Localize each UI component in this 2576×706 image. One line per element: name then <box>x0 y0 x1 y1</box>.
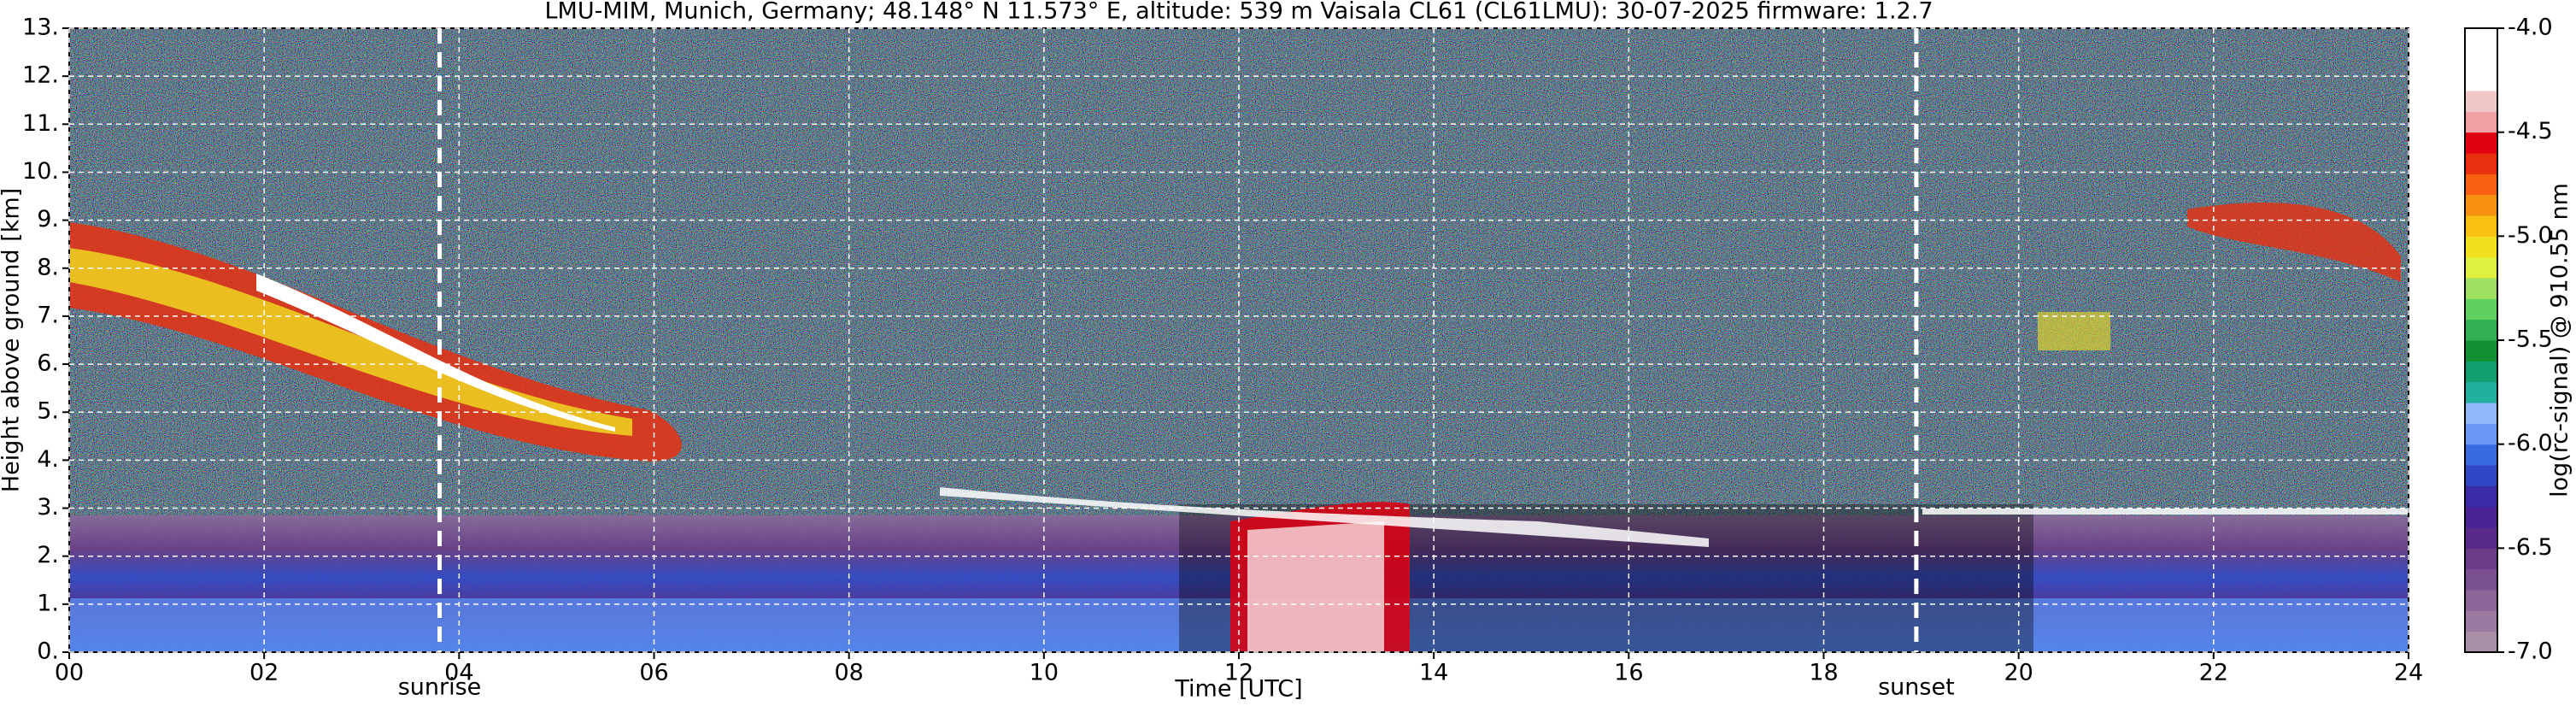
y-tick-label: 12. <box>22 62 59 89</box>
colorbar-band <box>2465 319 2497 341</box>
y-axis-label: Height above ground [km] <box>0 188 25 492</box>
x-tick-label: 18 <box>1809 660 1838 686</box>
colorbar-band <box>2465 444 2497 466</box>
colorbar-band <box>2465 340 2497 362</box>
y-tick-label: 8. <box>37 254 59 280</box>
colorbar-band <box>2465 28 2497 50</box>
colorbar-band <box>2465 278 2497 299</box>
colorbar-band <box>2465 527 2497 549</box>
colorbar-band <box>2465 111 2497 133</box>
colorbar-band <box>2465 485 2497 508</box>
x-tick-label: 22 <box>2199 660 2228 686</box>
colorbar-band <box>2465 403 2497 424</box>
colorbar-tick-label: -4.5 <box>2508 118 2553 144</box>
colorbar-tick-label: -4.0 <box>2508 15 2553 41</box>
colorbar-band <box>2465 132 2497 154</box>
colorbar-band <box>2465 256 2497 279</box>
colorbar-band <box>2465 153 2497 174</box>
y-tick-label: 7. <box>37 302 59 328</box>
x-tick-label: 14 <box>1419 660 1448 686</box>
x-tick-label: 08 <box>834 660 863 686</box>
y-tick-label: 3. <box>37 494 59 521</box>
y-tick-label: 5. <box>37 398 59 425</box>
colorbar-band <box>2465 590 2497 611</box>
colorbar-band <box>2465 548 2497 570</box>
chart-title: LMU-MIM, Munich, Germany; 48.148° N 11.5… <box>544 0 1933 25</box>
y-tick-label: 11. <box>22 110 59 137</box>
colorbar-band <box>2465 236 2497 258</box>
x-tick-label: 12 <box>1224 660 1253 686</box>
colorbar-band <box>2465 91 2497 112</box>
y-tick-label: 1. <box>37 590 59 616</box>
colorbar-tick-label: -6.0 <box>2508 430 2553 456</box>
colorbar-band <box>2465 174 2497 196</box>
x-tick-label: 06 <box>639 660 668 686</box>
y-tick-label: 0. <box>37 638 59 665</box>
colorbar-band <box>2465 361 2497 383</box>
x-tick-label: 10 <box>1030 660 1059 686</box>
colorbar-band <box>2465 69 2497 91</box>
x-tick-label: 00 <box>55 660 84 686</box>
colorbar-band <box>2465 631 2497 653</box>
colorbar-tick-label: -5.5 <box>2508 327 2553 353</box>
x-tick-label: 20 <box>2004 660 2033 686</box>
colorbar-band <box>2465 194 2497 216</box>
x-tick-label: 24 <box>2394 660 2423 686</box>
marker-label: sunrise <box>398 674 482 701</box>
colorbar-band <box>2465 506 2497 528</box>
colorbar-band <box>2465 568 2497 591</box>
colorbar-tick-label: -6.5 <box>2508 534 2553 561</box>
colorbar-tick-label: -7.0 <box>2508 638 2553 665</box>
y-tick-label: 4. <box>37 446 59 473</box>
x-tick-label: 02 <box>249 660 279 686</box>
x-tick-label: 04 <box>444 660 473 686</box>
x-tick-label: 16 <box>1614 660 1643 686</box>
y-tick-label: 10. <box>22 158 59 185</box>
colorbar-label: log(rc-signal) @ 910.55 nm <box>2547 183 2573 497</box>
y-tick-label: 13. <box>22 15 59 41</box>
colorbar-band <box>2465 465 2497 486</box>
x-axis-label: Time [UTC] <box>1174 676 1302 703</box>
colorbar-band <box>2465 423 2497 445</box>
colorbar-band <box>2465 215 2497 237</box>
y-tick-label: 6. <box>37 350 59 377</box>
colorbar-tick-label: -5.0 <box>2508 222 2553 249</box>
marker-label: sunset <box>1878 674 1955 701</box>
y-tick-label: 2. <box>37 542 59 568</box>
colorbar-band <box>2465 610 2497 632</box>
colorbar-band <box>2465 381 2497 403</box>
colorbar-band <box>2465 298 2497 321</box>
colorbar-band <box>2465 49 2497 71</box>
y-tick-label: 9. <box>37 206 59 232</box>
